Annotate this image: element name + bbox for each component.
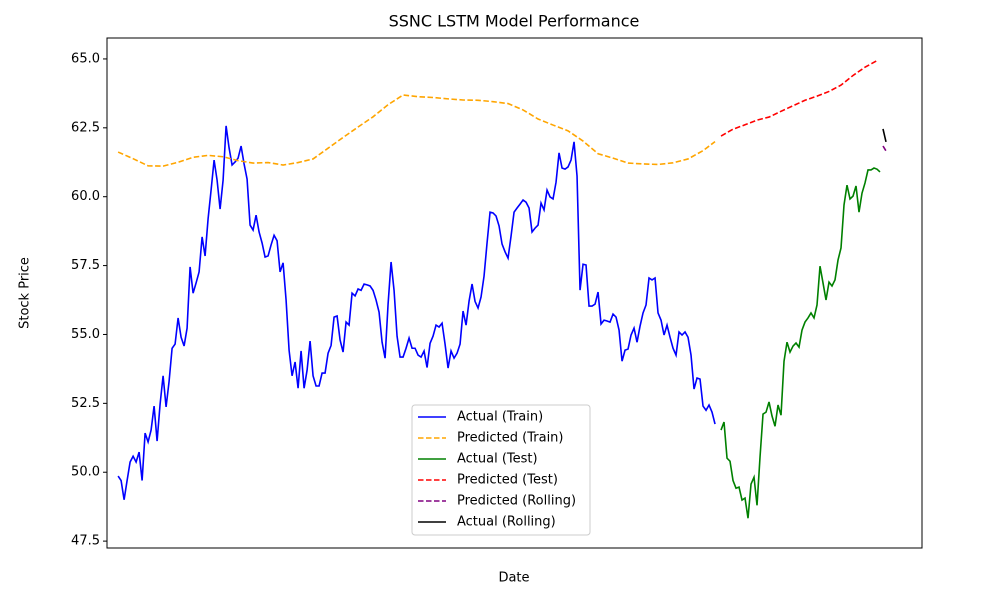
series-line: [882, 128, 887, 143]
legend-label: Actual (Train): [457, 410, 543, 425]
series-line: [117, 94, 716, 167]
legend-label: Predicted (Test): [457, 473, 558, 488]
series-line: [117, 125, 716, 500]
y-tick-label: 57.5: [71, 258, 100, 273]
series-line: [720, 59, 878, 137]
y-tick-label: 55.0: [71, 327, 100, 342]
y-tick-label: 60.0: [71, 189, 100, 204]
legend-label: Actual (Test): [457, 452, 538, 467]
x-axis-label: Date: [498, 571, 529, 586]
legend-label: Predicted (Train): [457, 431, 564, 446]
y-axis-label: Stock Price: [18, 257, 33, 329]
series-line: [882, 145, 887, 152]
y-tick-label: 50.0: [71, 465, 100, 480]
y-tick-label: 47.5: [71, 534, 100, 549]
legend-box: [411, 404, 591, 536]
y-tick-label: 52.5: [71, 396, 100, 411]
plot-frame: [106, 37, 923, 549]
legend-label: Actual (Rolling): [457, 515, 556, 530]
chart-title: SSNC LSTM Model Performance: [389, 12, 640, 31]
y-tick-label: 62.5: [71, 120, 100, 135]
legend-label: Predicted (Rolling): [457, 494, 576, 509]
series-line: [720, 167, 881, 519]
legend: Actual (Train) Predicted (Train) Actual (T…: [411, 404, 591, 536]
y-tick-label: 65.0: [71, 51, 100, 66]
